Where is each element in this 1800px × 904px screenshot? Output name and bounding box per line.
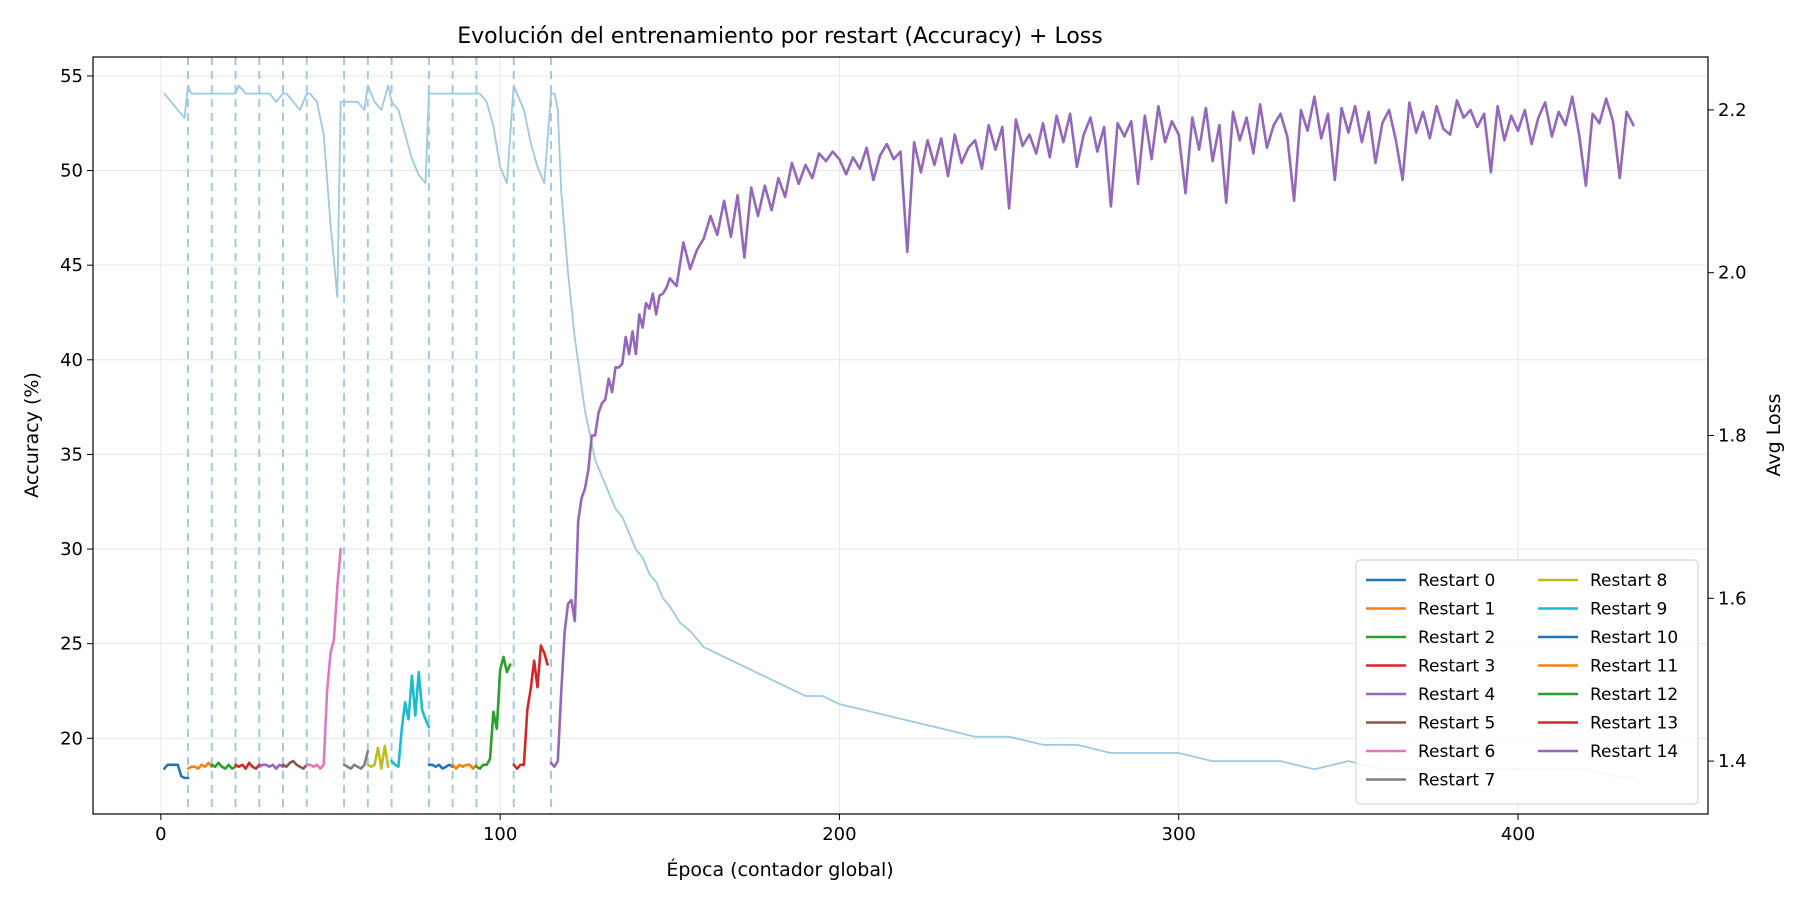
legend-label: Restart 6: [1418, 742, 1495, 762]
accuracy-series-line: [427, 763, 454, 770]
legend-label: Restart 12: [1590, 685, 1678, 705]
y-tick-label: 50: [60, 161, 83, 182]
legend-label: Restart 4: [1418, 685, 1495, 705]
accuracy-series-line: [342, 750, 370, 770]
y2-tick-label: 2.0: [1718, 263, 1747, 284]
legend-label: Restart 8: [1590, 571, 1667, 591]
x-tick-label: 400: [1501, 824, 1535, 845]
accuracy-series-line: [366, 744, 390, 770]
legend-label: Restart 7: [1418, 771, 1495, 791]
y-tick-label: 40: [60, 350, 83, 371]
accuracy-series-line: [186, 761, 214, 770]
legend: Restart 0 Restart 1 Restart 2 Restart 3 Rest…: [1355, 559, 1699, 805]
axis-layer: 0 100 200 300 400 20 25 30 35 40 45 50 55 1.4 1.6 1.8 2.…: [60, 66, 1747, 845]
y2-tick-label: 1.8: [1718, 426, 1747, 447]
y-tick-label: 20: [60, 728, 83, 749]
legend-label: Restart 14: [1590, 742, 1678, 762]
accuracy-series-line: [281, 759, 309, 770]
x-tick-label: 100: [483, 824, 517, 845]
accuracy-series-layer: [163, 95, 1635, 780]
x-tick-label: 300: [1162, 824, 1196, 845]
legend-label: Restart 11: [1590, 657, 1678, 677]
loss-series-line: [163, 84, 1635, 779]
y-tick-label: 25: [60, 634, 83, 655]
legend-label: Restart 1: [1418, 600, 1495, 620]
accuracy-series-line: [305, 547, 343, 770]
legend-box: [1355, 559, 1699, 805]
y2-tick-label: 2.2: [1718, 100, 1747, 121]
accuracy-series-line: [163, 763, 190, 780]
y2-axis-label: Avg Loss: [1763, 394, 1785, 477]
chart-title: Evolución del entrenamiento por restart …: [457, 24, 1102, 49]
accuracy-series-line: [234, 761, 261, 770]
accuracy-series-line: [512, 644, 549, 770]
legend-label: Restart 13: [1590, 714, 1678, 734]
y-axis-label: Accuracy (%): [21, 372, 43, 498]
legend-label: Restart 10: [1590, 628, 1678, 648]
x-tick-label: 200: [822, 824, 856, 845]
legend-label: Restart 3: [1418, 657, 1495, 677]
y-tick-label: 35: [60, 444, 83, 465]
y2-tick-label: 1.6: [1718, 588, 1747, 609]
y-tick-label: 30: [60, 539, 83, 560]
accuracy-series-line: [475, 655, 512, 770]
x-tick-label: 0: [155, 824, 166, 845]
y-tick-label: 45: [60, 255, 83, 276]
accuracy-series-line: [390, 670, 431, 769]
accuracy-series-line: [210, 761, 237, 770]
accuracy-series-line: [257, 763, 285, 770]
legend-label: Restart 0: [1418, 571, 1495, 591]
accuracy-series-line: [549, 95, 1635, 769]
loss-layer: [163, 84, 1635, 779]
x-axis-label: Época (contador global): [666, 858, 893, 881]
accuracy-series-line: [451, 763, 478, 770]
y2-tick-label: 1.4: [1718, 751, 1747, 772]
restart-marker-layer: [187, 57, 553, 814]
legend-label: Restart 5: [1418, 714, 1495, 734]
legend-label: Restart 2: [1418, 628, 1495, 648]
legend-label: Restart 9: [1590, 600, 1667, 620]
y-tick-label: 55: [60, 66, 83, 87]
